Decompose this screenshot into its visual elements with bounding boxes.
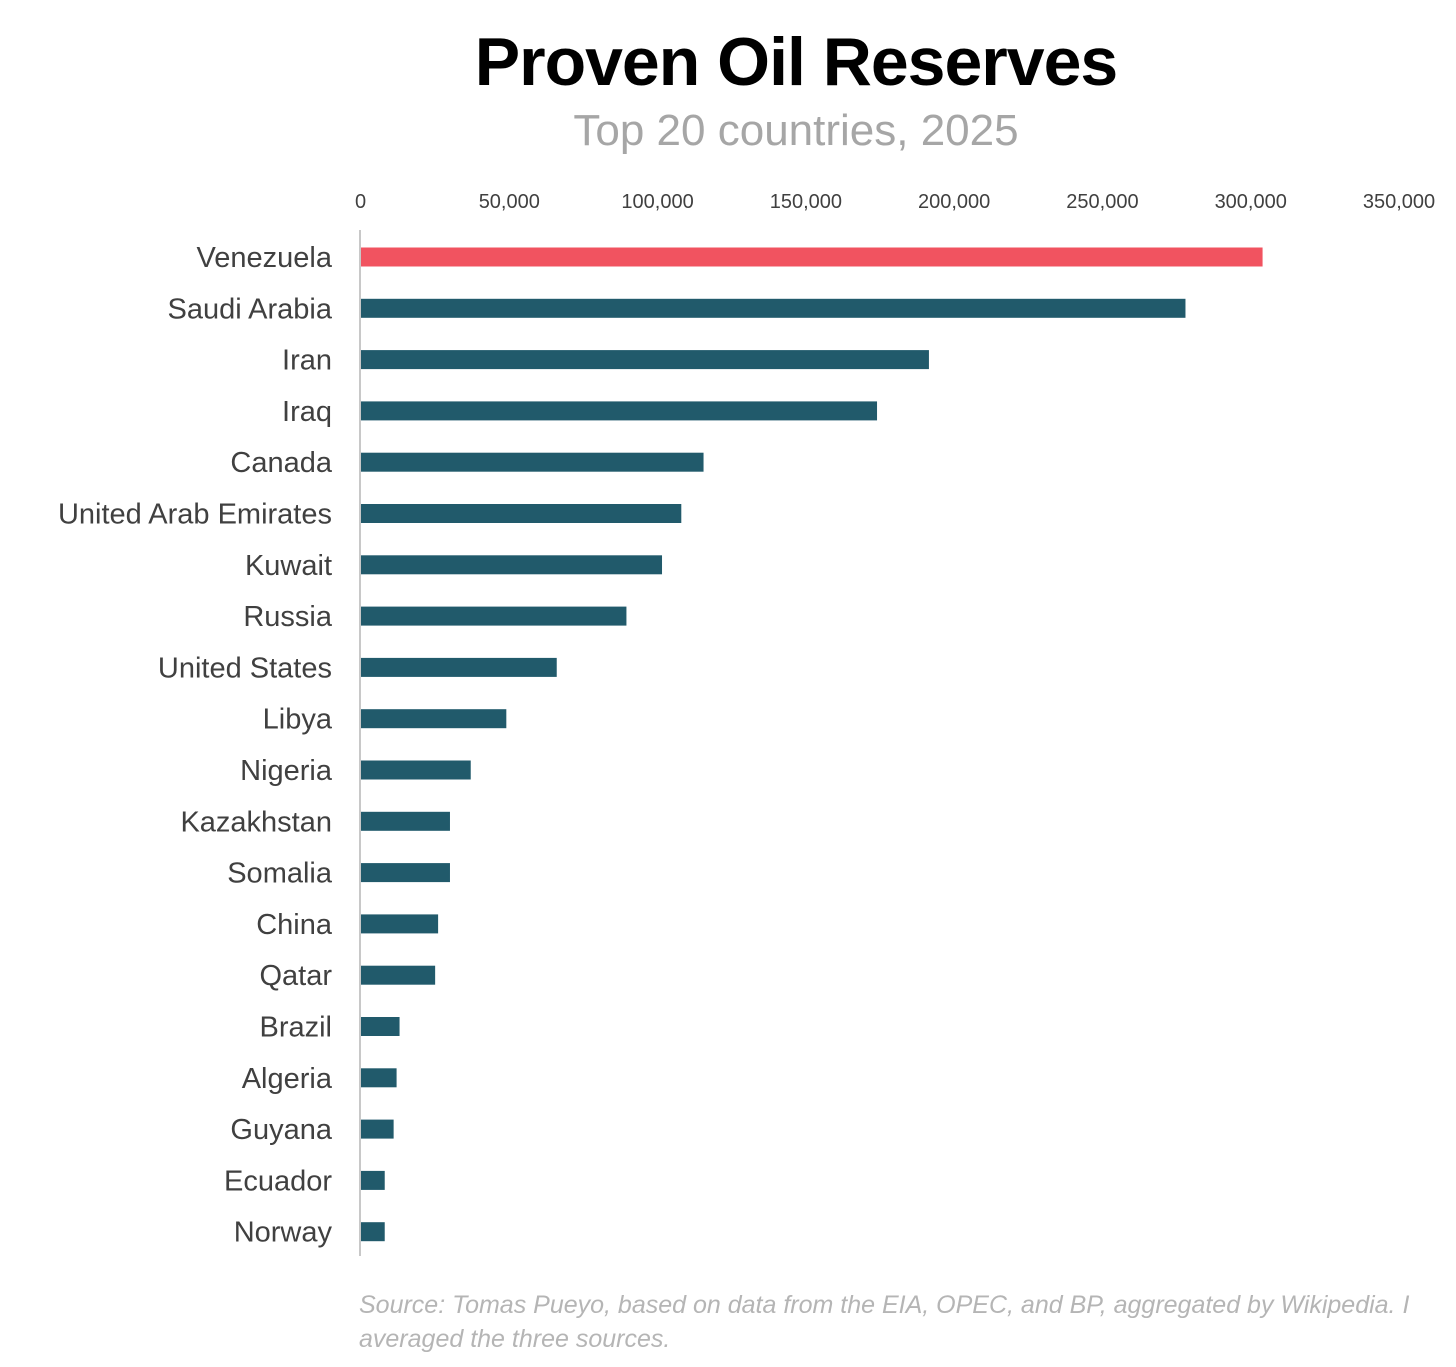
category-label-brazil: Brazil bbox=[259, 1012, 332, 1044]
x-tick-label: 50,000 bbox=[479, 191, 540, 213]
x-tick-label: 100,000 bbox=[621, 191, 693, 213]
x-tick-label: 300,000 bbox=[1215, 191, 1287, 213]
category-labels: Venezuela Saudi Arabia Iran Iraq Canada Unite… bbox=[58, 242, 333, 1249]
bar-russia bbox=[361, 606, 627, 626]
category-label-kazakhstan: Kazakhstan bbox=[180, 806, 332, 838]
bar-iran bbox=[361, 350, 929, 370]
source-note: Source: Tomas Pueyo, based on data from … bbox=[359, 1291, 1410, 1353]
category-label-saudi-arabia: Saudi Arabia bbox=[168, 293, 333, 325]
bar-brazil bbox=[361, 1017, 400, 1036]
bar-nigeria bbox=[361, 760, 471, 780]
category-label-norway: Norway bbox=[234, 1217, 333, 1249]
category-label-somalia: Somalia bbox=[227, 858, 333, 890]
bar-iraq bbox=[361, 401, 878, 421]
bar-united-states bbox=[361, 657, 557, 677]
bar-algeria bbox=[361, 1068, 397, 1088]
bar-united-arab-emirates bbox=[361, 504, 682, 523]
category-label-venezuela: Venezuela bbox=[197, 242, 333, 274]
bar-china bbox=[361, 914, 439, 934]
bar-libya bbox=[361, 709, 507, 729]
category-label-nigeria: Nigeria bbox=[240, 755, 333, 787]
chart-title: Proven Oil Reserves bbox=[474, 24, 1118, 100]
bar-norway bbox=[361, 1222, 385, 1242]
category-label-iran: Iran bbox=[282, 345, 332, 377]
x-tick-label: 250,000 bbox=[1066, 191, 1138, 213]
chart-subtitle: Top 20 countries, 2025 bbox=[573, 106, 1019, 155]
bars bbox=[361, 247, 1263, 1242]
bar-saudi-arabia bbox=[361, 298, 1186, 318]
x-tick-label: 0 bbox=[355, 191, 366, 213]
bar-qatar bbox=[361, 965, 436, 985]
category-label-iraq: Iraq bbox=[282, 396, 332, 428]
category-label-algeria: Algeria bbox=[242, 1063, 333, 1095]
bar-canada bbox=[361, 452, 704, 472]
bar-guyana bbox=[361, 1119, 394, 1139]
category-label-qatar: Qatar bbox=[259, 960, 332, 992]
category-label-russia: Russia bbox=[243, 601, 333, 633]
bar-somalia bbox=[361, 863, 450, 883]
bar-ecuador bbox=[361, 1170, 385, 1190]
category-label-united-arab-emirates: United Arab Emirates bbox=[58, 499, 332, 531]
category-label-ecuador: Ecuador bbox=[224, 1165, 332, 1197]
category-label-united-states: United States bbox=[158, 652, 332, 684]
x-tick-label: 200,000 bbox=[918, 191, 990, 213]
category-label-china: China bbox=[256, 909, 333, 941]
x-tick-label: 350,000 bbox=[1363, 191, 1435, 213]
category-label-libya: Libya bbox=[263, 704, 333, 736]
category-label-canada: Canada bbox=[230, 447, 332, 479]
bar-kuwait bbox=[361, 555, 663, 575]
x-tick-label: 150,000 bbox=[770, 191, 842, 213]
bar-kazakhstan bbox=[361, 811, 450, 831]
category-label-kuwait: Kuwait bbox=[245, 550, 332, 582]
category-label-guyana: Guyana bbox=[230, 1114, 332, 1146]
bar-venezuela bbox=[361, 247, 1263, 267]
x-axis-ticks: 0 50,000 100,000 150,000 200,000 250,000 300,0… bbox=[355, 191, 1435, 213]
